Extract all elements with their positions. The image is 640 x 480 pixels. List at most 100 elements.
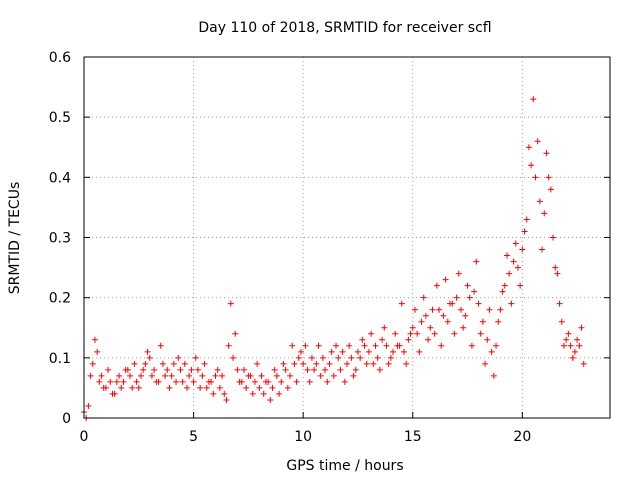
- data-point: [146, 354, 153, 361]
- data-point: [466, 294, 473, 301]
- data-point: [269, 384, 276, 391]
- x-tick-label: 10: [294, 429, 312, 445]
- data-point: [348, 354, 355, 361]
- data-point: [565, 330, 572, 337]
- data-point: [534, 138, 541, 145]
- data-point: [291, 360, 298, 367]
- y-tick-label: 0.2: [49, 291, 71, 307]
- data-point: [127, 372, 134, 379]
- data-point: [225, 342, 232, 349]
- data-point: [350, 372, 357, 379]
- data-point: [87, 372, 94, 379]
- data-point: [267, 396, 274, 403]
- data-point: [109, 390, 116, 397]
- data-point: [144, 348, 151, 355]
- x-tick-label: 0: [80, 429, 89, 445]
- data-point: [100, 384, 107, 391]
- data-point: [173, 378, 180, 385]
- x-tick-label: 15: [404, 429, 422, 445]
- data-point: [197, 384, 204, 391]
- data-point: [140, 366, 147, 373]
- data-point: [192, 354, 199, 361]
- x-tick-label: 5: [189, 429, 198, 445]
- data-point: [519, 246, 526, 253]
- data-point: [482, 360, 489, 367]
- data-point: [190, 378, 197, 385]
- data-point: [216, 384, 223, 391]
- data-point: [129, 384, 136, 391]
- data-point: [490, 372, 497, 379]
- data-point: [475, 300, 482, 307]
- data-point: [175, 354, 182, 361]
- data-point: [142, 360, 149, 367]
- data-point: [214, 366, 221, 373]
- data-point: [177, 366, 184, 373]
- data-point: [352, 366, 359, 373]
- data-point: [179, 378, 186, 385]
- data-point: [517, 282, 524, 289]
- data-point: [232, 330, 239, 337]
- data-point: [159, 360, 166, 367]
- y-tick-label: 0.1: [49, 351, 71, 367]
- data-point: [552, 264, 559, 271]
- data-point: [508, 300, 515, 307]
- data-point: [335, 354, 342, 361]
- data-point: [374, 354, 381, 361]
- data-point: [251, 378, 258, 385]
- data-point: [403, 360, 410, 367]
- data-point: [411, 306, 418, 313]
- data-point: [212, 372, 219, 379]
- data-point: [431, 330, 438, 337]
- data-point: [385, 360, 392, 367]
- data-point: [532, 174, 539, 181]
- data-point: [304, 366, 311, 373]
- data-point: [319, 354, 326, 361]
- data-point: [580, 360, 587, 367]
- x-axis-label: GPS time / hours: [286, 458, 403, 474]
- data-point: [363, 360, 370, 367]
- data-point: [96, 378, 103, 385]
- data-point: [521, 228, 528, 235]
- chart-title: Day 110 of 2018, SRMTID for receiver scf…: [198, 20, 491, 36]
- y-tick-label: 0.6: [49, 50, 71, 66]
- data-point: [447, 300, 454, 307]
- data-point: [528, 162, 535, 169]
- data-point: [148, 372, 155, 379]
- data-point: [429, 306, 436, 313]
- data-point: [164, 366, 171, 373]
- data-point: [468, 342, 475, 349]
- data-point: [576, 342, 583, 349]
- data-point: [457, 306, 464, 313]
- data-point: [543, 150, 550, 157]
- data-point: [293, 378, 300, 385]
- data-point: [376, 366, 383, 373]
- data-point: [249, 390, 256, 397]
- data-point: [256, 384, 263, 391]
- data-point: [300, 360, 307, 367]
- data-point: [284, 384, 291, 391]
- axis-ticks: 0 5 10 15 20 0 0.1 0.2 0.3 0.4 0.5 0.6: [49, 50, 610, 445]
- plot-frame: [83, 56, 611, 419]
- data-point: [398, 300, 405, 307]
- data-point: [344, 360, 350, 367]
- data-point: [295, 354, 302, 361]
- data-point: [354, 348, 361, 355]
- data-point: [306, 378, 313, 385]
- data-point: [394, 342, 401, 349]
- x-tick-label: 20: [513, 429, 531, 445]
- data-point: [230, 354, 237, 361]
- data-point: [133, 378, 140, 385]
- data-point: [199, 372, 206, 379]
- data-point: [563, 336, 570, 343]
- data-point: [495, 318, 502, 325]
- data-point: [276, 390, 283, 397]
- data-point: [273, 372, 280, 379]
- data-point: [484, 336, 491, 343]
- data-point: [440, 312, 447, 319]
- data-point: [407, 330, 414, 337]
- data-point: [361, 342, 368, 349]
- y-axis-label: SRMTID / TECUs: [7, 182, 23, 295]
- data-point: [438, 342, 445, 349]
- data-point: [151, 366, 158, 373]
